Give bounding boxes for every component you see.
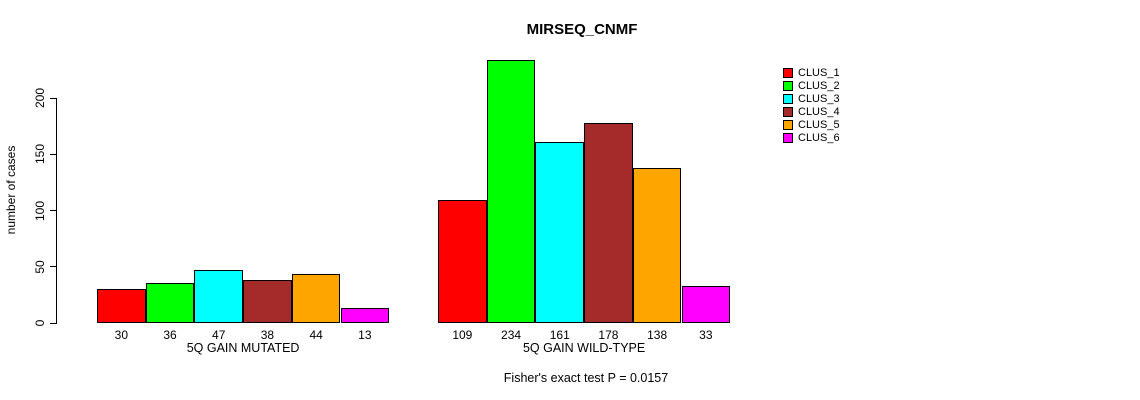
bar-clus-6-5q-gain-mutated [340,308,390,323]
y-tick-label-200: 200 [33,87,47,109]
legend: CLUS_1 CLUS_2 CLUS_3 CLUS_4 CLUS_5 CLUS_6 [783,66,840,144]
bar-value-clus-3-5q-gain-wild-type: 161 [549,328,570,342]
group-label-5q-gain-mutated: 5Q GAIN MUTATED [186,341,300,355]
legend-label-clus-3: CLUS_3 [798,92,840,105]
bar-clus-1-5q-gain-wild-type [438,200,487,323]
bar-value-clus-6-5q-gain-wild-type: 33 [699,328,713,342]
legend-swatch-clus-1 [783,67,793,78]
legend-swatch-clus-5 [783,119,793,130]
legend-swatch-clus-2 [783,80,793,91]
bar-value-clus-1-5q-gain-mutated: 30 [114,328,129,342]
bar-clus-4-5q-gain-wild-type [584,122,633,323]
legend-swatch-clus-6 [783,132,793,143]
bar-clus-1-5q-gain-mutated [97,289,146,323]
bar-value-clus-2-5q-gain-mutated: 36 [163,328,177,342]
legend-label-clus-1: CLUS_1 [798,66,840,79]
group-label-5q-gain-wild-type: 5Q GAIN WILD-TYPE [522,341,646,355]
footnote-fisher-test: Fisher's exact test P = 0.0157 [503,371,669,385]
bar-clus-4-5q-gain-mutated [243,280,292,323]
legend-label-clus-2: CLUS_2 [798,79,840,92]
legend-label-clus-6: CLUS_6 [798,131,840,144]
bar-value-clus-4-5q-gain-wild-type: 178 [598,328,619,342]
legend-item-clus-1: CLUS_1 [783,66,840,79]
bar-clus-2-5q-gain-mutated [145,282,195,323]
legend-item-clus-3: CLUS_3 [783,92,840,105]
legend-item-clus-5: CLUS_5 [783,118,840,131]
bar-clus-3-5q-gain-mutated [194,270,244,323]
bar-value-clus-5-5q-gain-wild-type: 138 [647,328,668,342]
bar-value-clus-5-5q-gain-mutated: 44 [309,328,323,342]
legend-item-clus-2: CLUS_2 [783,79,840,92]
bar-value-clus-4-5q-gain-mutated: 38 [260,328,275,342]
chart-title: MIRSEQ_CNMF [526,21,638,38]
legend-swatch-clus-3 [783,93,793,104]
bar-value-clus-3-5q-gain-mutated: 47 [212,328,226,342]
bar-clus-5-5q-gain-mutated [291,273,341,323]
bar-clus-6-5q-gain-wild-type [681,285,731,323]
y-axis-line [56,98,57,324]
legend-item-clus-4: CLUS_4 [783,105,840,118]
bar-value-clus-6-5q-gain-mutated: 13 [358,328,372,342]
legend-label-clus-5: CLUS_5 [798,118,840,131]
y-tick-100 [50,210,56,211]
legend-label-clus-4: CLUS_4 [798,105,840,118]
legend-item-clus-6: CLUS_6 [783,131,840,144]
bar-value-clus-1-5q-gain-wild-type: 109 [452,328,473,342]
legend-swatch-clus-4 [783,106,793,117]
y-tick-50 [50,266,56,268]
bar-clus-2-5q-gain-wild-type [486,59,536,323]
bar-clus-3-5q-gain-wild-type [535,141,585,323]
y-tick-label-100: 100 [33,200,47,221]
y-axis-label: number of cases [4,145,18,235]
y-tick-label-50: 50 [33,260,47,274]
y-tick-150 [50,153,56,155]
y-tick-label-150: 150 [33,144,47,165]
bar-value-clus-2-5q-gain-wild-type: 234 [501,328,522,342]
y-tick-label-0: 0 [33,319,47,327]
y-tick-200 [50,97,56,99]
y-tick-0 [50,322,56,324]
bar-clus-5-5q-gain-wild-type [632,167,682,323]
